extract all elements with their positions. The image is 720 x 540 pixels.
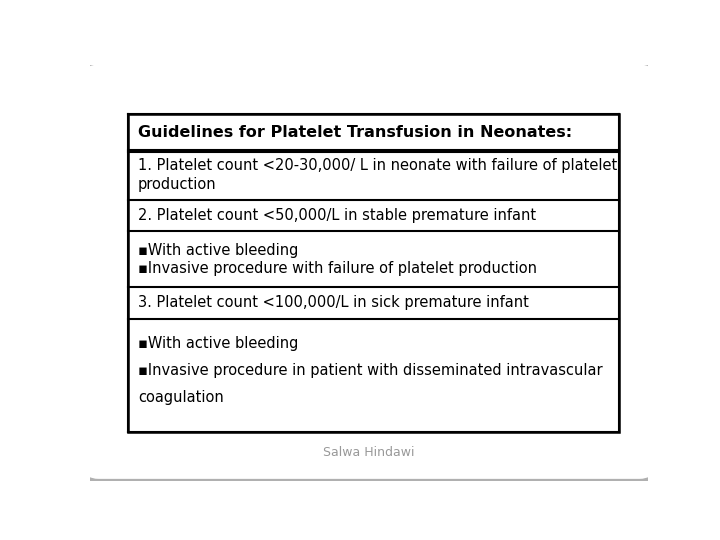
Text: Guidelines for Platelet Transfusion in Neonates:: Guidelines for Platelet Transfusion in N…: [138, 125, 572, 140]
Text: ▪Invasive procedure with failure of platelet production: ▪Invasive procedure with failure of plat…: [138, 261, 537, 275]
Text: Salwa Hindawi: Salwa Hindawi: [323, 446, 415, 459]
Text: coagulation: coagulation: [138, 390, 224, 405]
FancyBboxPatch shape: [84, 63, 654, 481]
Text: ▪Invasive procedure in patient with disseminated intravascular: ▪Invasive procedure in patient with diss…: [138, 363, 603, 378]
Text: ▪With active bleeding: ▪With active bleeding: [138, 243, 298, 258]
Text: 3. Platelet count <100,000/L in sick premature infant: 3. Platelet count <100,000/L in sick pre…: [138, 295, 529, 310]
Text: 1. Platelet count <20-30,000/ L in neonate with failure of platelet: 1. Platelet count <20-30,000/ L in neona…: [138, 158, 617, 173]
Text: ▪With active bleeding: ▪With active bleeding: [138, 336, 298, 351]
Text: 2. Platelet count <50,000/L in stable premature infant: 2. Platelet count <50,000/L in stable pr…: [138, 208, 536, 223]
Text: production: production: [138, 177, 217, 192]
Bar: [128, 114, 619, 431]
